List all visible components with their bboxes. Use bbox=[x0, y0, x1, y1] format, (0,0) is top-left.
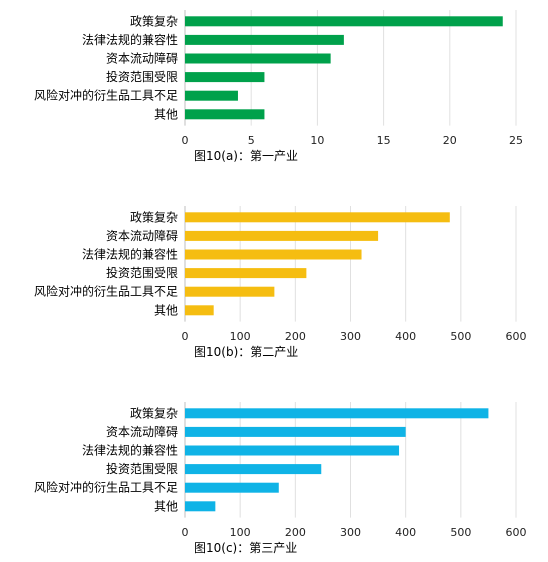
bar bbox=[185, 286, 275, 297]
x-tick-label: 600 bbox=[506, 330, 527, 343]
x-tick-label: 300 bbox=[340, 526, 361, 539]
bar bbox=[185, 445, 400, 456]
x-tick-label: 500 bbox=[450, 330, 471, 343]
x-tick-label: 25 bbox=[509, 134, 523, 147]
category-label: 法律法规的兼容性 bbox=[82, 247, 178, 262]
x-tick-label: 500 bbox=[450, 526, 471, 539]
chart-panel-1: 0 100 200 300 400 500 600 政策复杂资本流动障碍法律法规的兼容性投资范… bbox=[34, 206, 527, 359]
bar bbox=[185, 212, 450, 223]
bar bbox=[185, 249, 362, 260]
category-label: 法律法规的兼容性 bbox=[82, 443, 178, 458]
chart-caption: 图10(b)：第二产业 bbox=[194, 345, 298, 359]
bar bbox=[185, 53, 331, 64]
chart-caption: 图10(c)：第三产业 bbox=[194, 541, 297, 555]
bar bbox=[185, 90, 238, 101]
bar bbox=[185, 426, 406, 437]
category-label: 法律法规的兼容性 bbox=[82, 32, 178, 47]
x-tick-label: 100 bbox=[230, 526, 251, 539]
category-label: 其他 bbox=[154, 107, 178, 121]
x-tick-label: 10 bbox=[310, 134, 324, 147]
category-label: 资本流动障碍 bbox=[106, 424, 178, 439]
bar bbox=[185, 72, 265, 83]
x-tick-label: 200 bbox=[285, 526, 306, 539]
bar bbox=[185, 408, 489, 419]
bar bbox=[185, 482, 279, 493]
x-tick-label: 600 bbox=[506, 526, 527, 539]
category-label: 资本流动障碍 bbox=[106, 51, 178, 66]
category-label: 风险对冲的衍生品工具不足 bbox=[34, 284, 178, 299]
category-label: 政策复杂 bbox=[130, 406, 178, 420]
x-tick-label: 0 bbox=[182, 134, 189, 147]
x-tick-label: 200 bbox=[285, 330, 306, 343]
category-label: 投资范围受限 bbox=[106, 461, 178, 476]
category-label: 投资范围受限 bbox=[106, 265, 178, 280]
category-label: 政策复杂 bbox=[130, 14, 178, 28]
bar bbox=[185, 230, 379, 241]
x-tick-label: 400 bbox=[395, 330, 416, 343]
chart-panel-0: 0 5 10 15 20 25 政策复杂法律法规的兼容性资本流动障碍投资范围受限风险对冲的衍… bbox=[34, 10, 523, 163]
bar bbox=[185, 464, 322, 475]
bar bbox=[185, 268, 307, 279]
category-label: 风险对冲的衍生品工具不足 bbox=[34, 88, 178, 103]
category-label: 投资范围受限 bbox=[106, 69, 178, 84]
bar bbox=[185, 109, 265, 120]
bar bbox=[185, 501, 216, 512]
chart-panel-2: 0 100 200 300 400 500 600 政策复杂资本流动障碍法律法规的兼容性投资范… bbox=[34, 402, 527, 555]
x-tick-label: 20 bbox=[443, 134, 457, 147]
x-tick-label: 300 bbox=[340, 330, 361, 343]
x-tick-label: 15 bbox=[377, 134, 391, 147]
category-label: 其他 bbox=[154, 303, 178, 317]
x-tick-label: 5 bbox=[248, 134, 255, 147]
category-label: 政策复杂 bbox=[130, 210, 178, 224]
x-tick-label: 100 bbox=[230, 330, 251, 343]
bar bbox=[185, 34, 344, 45]
category-label: 其他 bbox=[154, 499, 178, 513]
x-tick-label: 0 bbox=[182, 330, 189, 343]
bar bbox=[185, 305, 214, 316]
x-tick-label: 400 bbox=[395, 526, 416, 539]
x-tick-label: 0 bbox=[182, 526, 189, 539]
chart-caption: 图10(a)：第一产业 bbox=[194, 149, 298, 163]
category-label: 资本流动障碍 bbox=[106, 228, 178, 243]
bar bbox=[185, 16, 503, 27]
category-label: 风险对冲的衍生品工具不足 bbox=[34, 480, 178, 495]
